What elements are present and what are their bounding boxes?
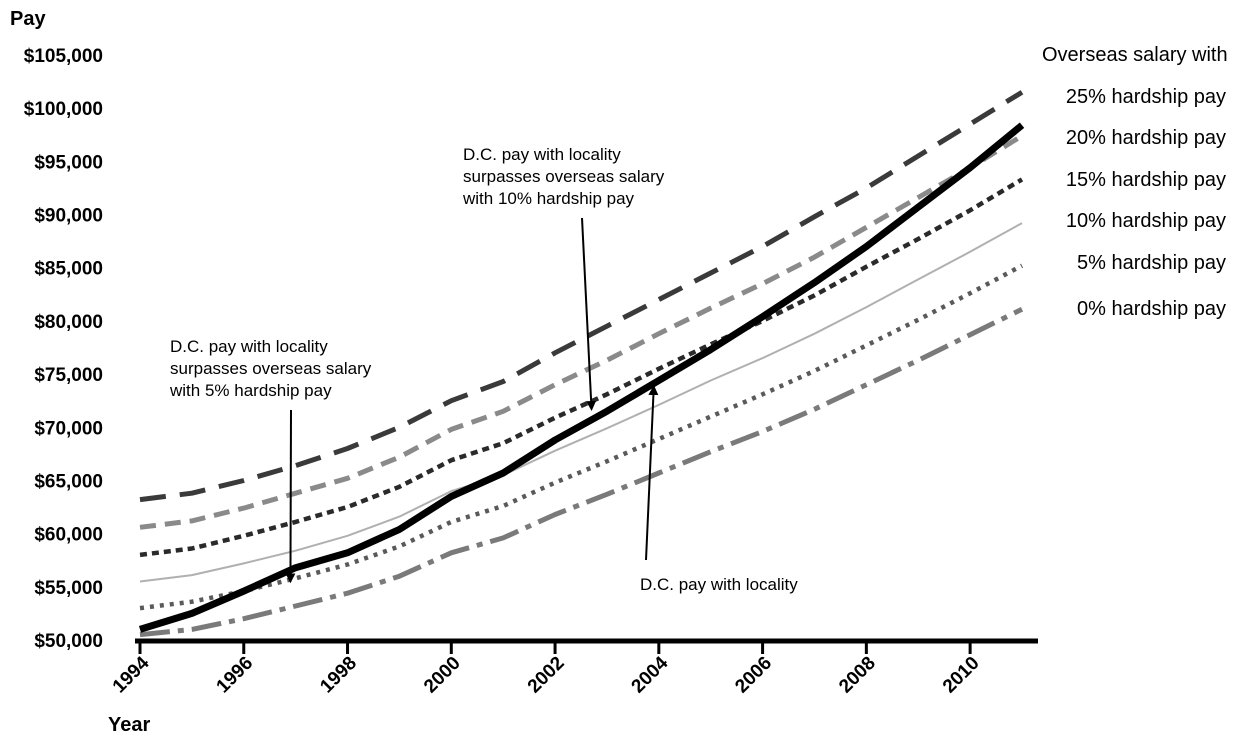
annotation-5-line-2: surpasses overseas salary xyxy=(170,359,372,378)
annotation-arrow-0 xyxy=(581,217,597,411)
legend-entry-15: 15% hardship pay xyxy=(1065,169,1226,191)
series-line-5 xyxy=(139,306,1024,638)
y-tick-label-0: $50,000 xyxy=(34,631,103,652)
x-tick-label-6: 2006 xyxy=(731,653,776,698)
legend-title: Overseas salary with xyxy=(1042,44,1228,66)
annotation-5-line-1: D.C. pay with locality xyxy=(170,337,328,356)
x-axis-label: Year xyxy=(108,714,151,736)
series-line-1 xyxy=(139,133,1024,530)
series-line-2 xyxy=(139,177,1024,558)
series-line-6 xyxy=(138,122,1025,633)
series-line-3 xyxy=(139,222,1023,583)
y-tick-label-5: $75,000 xyxy=(34,365,103,386)
legend-entry-10: 10% hardship pay xyxy=(1065,210,1226,232)
x-tick-label-2: 1998 xyxy=(316,653,361,698)
series-line-0 xyxy=(139,90,1024,503)
y-tick-label-2: $60,000 xyxy=(34,525,103,546)
y-tick-label-4: $70,000 xyxy=(34,418,103,439)
annotation-5-percent: D.C. pay with locality surpasses oversea… xyxy=(170,336,371,402)
annotation-dc-line-1: D.C. pay with locality xyxy=(640,575,798,594)
annotation-dc-pay: D.C. pay with locality xyxy=(640,574,798,596)
annotation-arrow-2 xyxy=(645,385,659,561)
y-tick-label-8: $90,000 xyxy=(34,206,103,227)
legend-entry-20: 20% hardship pay xyxy=(1065,127,1226,149)
legend-entry-25: 25% hardship pay xyxy=(1065,86,1226,108)
x-tick-label-8: 2010 xyxy=(939,653,984,698)
y-tick-label-9: $95,000 xyxy=(34,152,103,173)
y-tick-label-10: $100,000 xyxy=(24,99,103,120)
x-tick-label-0: 1994 xyxy=(109,652,154,697)
x-tick-label-4: 2002 xyxy=(524,653,569,698)
y-tick-label-1: $55,000 xyxy=(34,578,103,599)
y-tick-label-3: $65,000 xyxy=(34,471,103,492)
annotation-10-percent: D.C. pay with locality surpasses oversea… xyxy=(463,144,664,210)
annotation-arrow-1 xyxy=(285,409,296,584)
y-tick-label-6: $80,000 xyxy=(34,312,103,333)
legend-entry-0: 0% hardship pay xyxy=(1077,298,1226,320)
annotation-10-line-2: surpasses overseas salary xyxy=(463,167,665,186)
y-axis-label: Pay xyxy=(10,8,46,30)
y-tick-label-11: $105,000 xyxy=(24,46,103,67)
annotation-10-line-3: with 10% hardship pay xyxy=(463,189,635,208)
x-tick-label-1: 1996 xyxy=(213,653,258,698)
series-line-4 xyxy=(139,263,1024,611)
annotation-10-line-1: D.C. pay with locality xyxy=(463,145,621,164)
legend-entry-5: 5% hardship pay xyxy=(1077,252,1226,274)
annotation-5-line-3: with 5% hardship pay xyxy=(170,381,332,400)
x-tick-label-7: 2008 xyxy=(835,653,880,698)
y-tick-label-7: $85,000 xyxy=(34,259,103,280)
x-tick-label-5: 2004 xyxy=(628,652,673,697)
x-tick-label-3: 2000 xyxy=(420,653,465,698)
